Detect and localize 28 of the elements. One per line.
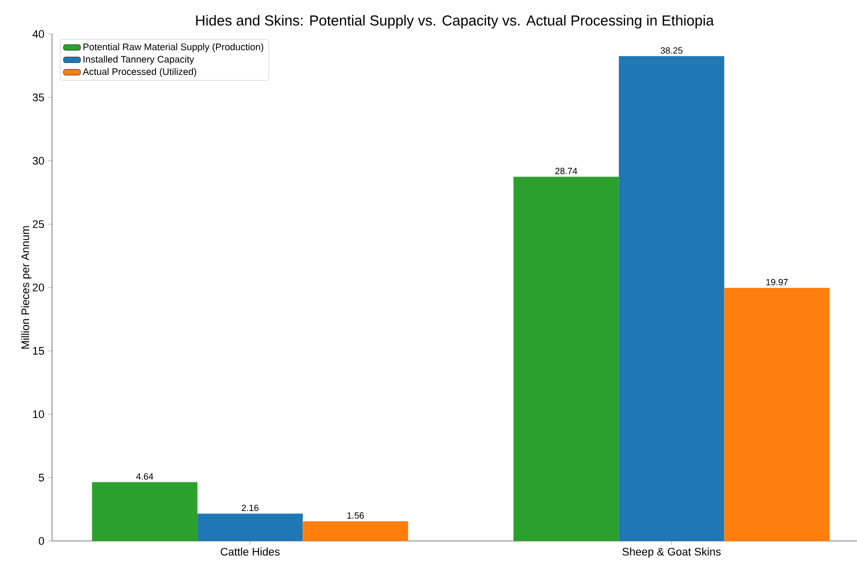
x-tick-label: Cattle Hides xyxy=(220,548,280,556)
data-label: 1.56 xyxy=(347,512,364,519)
x-tick-label: Sheep & Goat Skins xyxy=(622,548,721,558)
y-tick-label: 20 xyxy=(32,284,44,292)
y-tick-label: 35 xyxy=(32,93,44,102)
bar xyxy=(302,521,408,541)
data-label: 2.16 xyxy=(242,504,258,512)
bar xyxy=(514,176,619,541)
data-label: 38.25 xyxy=(660,47,682,54)
chart-title: Hides and Skins: Potential Supply vs. Capacity vs. Actual Processing in Ethiopia xyxy=(196,14,714,28)
y-tick-label: 0 xyxy=(38,537,44,545)
y-tick-label: 40 xyxy=(32,30,44,38)
bar xyxy=(724,288,830,541)
data-label: 4.64 xyxy=(136,473,154,480)
y-tick-label: 5 xyxy=(38,474,44,482)
y-axis-title: Million Pieces per Annum xyxy=(21,226,32,349)
data-label: 19.97 xyxy=(766,278,788,286)
y-tick-label: 15 xyxy=(33,347,44,355)
bar xyxy=(197,514,303,541)
data-label: 28.74 xyxy=(555,168,578,174)
legend-label: Installed Tannery Capacity xyxy=(84,56,194,65)
y-tick-label: 25 xyxy=(32,220,44,228)
bar xyxy=(618,56,724,541)
bar xyxy=(92,482,198,541)
legend-label: Potential Raw Material Supply (Production) xyxy=(84,43,264,52)
legend-label: Actual Processed (Utilized) xyxy=(82,68,196,77)
y-tick-label: 30 xyxy=(32,156,44,165)
y-tick-label: 10 xyxy=(33,410,44,418)
